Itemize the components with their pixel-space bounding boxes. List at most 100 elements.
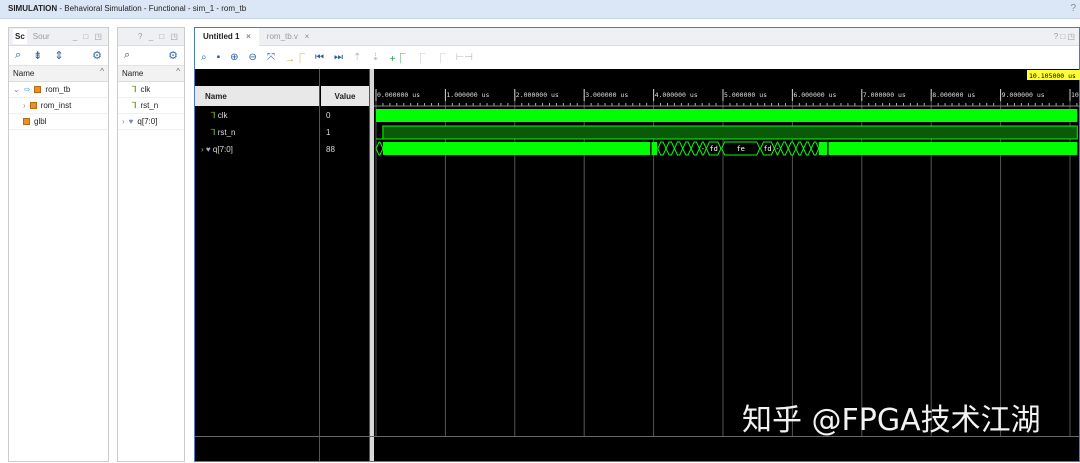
wave-toolbar: ⌕ ▪ ⊕ ⊖ ⤧ →⎾ ⏮ ⏭ ⇡ ⇣ +⎾ ⎾ ⎾ ⊢⊣: [195, 46, 1079, 68]
expander-icon[interactable]: ›: [201, 145, 204, 154]
next-marker-icon[interactable]: ⎾: [435, 53, 446, 65]
tree-item-rom-tb[interactable]: ⌄ ⇨ rom_tb: [9, 82, 108, 98]
tab-rom-tb-v[interactable]: rom_tb.v ×: [259, 28, 317, 46]
name-header[interactable]: Name: [195, 86, 319, 106]
time-tick-label: 5.000000 us: [724, 91, 767, 99]
tree-item-label: rom_tb: [45, 85, 71, 94]
wave-q-segment: [690, 141, 700, 156]
wave-q-segment: [651, 142, 658, 155]
wave-q-segment: [795, 141, 805, 156]
wave-q-segment: [818, 142, 828, 155]
time-tick-label: 8.000000 us: [932, 91, 975, 99]
wave-q-value: -: [775, 145, 779, 153]
signal-name: q[7:0]: [212, 145, 233, 154]
sort-up-icon[interactable]: ^: [176, 67, 180, 76]
tree-item-glbl[interactable]: glbl: [9, 114, 108, 130]
value-clk: 0: [326, 111, 331, 120]
value-header[interactable]: Value: [321, 86, 369, 106]
window-controls[interactable]: ? _ □ ◳: [138, 32, 180, 41]
time-tick-label: 2.000000 us: [516, 91, 559, 99]
add-marker-icon[interactable]: +⎾: [389, 53, 406, 65]
object-label: rst_n: [140, 101, 159, 110]
wave-q-segment: [721, 141, 761, 156]
signal-row-clk[interactable]: ⅂ clk: [211, 108, 227, 125]
time-tick-label: 3.000000 us: [585, 91, 628, 99]
sort-up-icon[interactable]: ^: [100, 67, 104, 76]
wave-q-segment: [828, 142, 1078, 155]
wave-q-segment: [673, 141, 684, 156]
gear-icon[interactable]: ⚙: [168, 50, 178, 62]
value-rst-n: 1: [326, 128, 331, 137]
wave-q-segment: [375, 141, 384, 156]
prev-marker-icon[interactable]: ⎾: [415, 53, 426, 65]
column-label: Name: [13, 69, 35, 78]
go-to-end-icon[interactable]: ⏭: [333, 51, 343, 63]
signal-name: rst_n: [217, 128, 236, 137]
swap-cursors-icon[interactable]: ⊢⊣: [455, 51, 473, 63]
expander-icon[interactable]: ›: [23, 101, 26, 110]
close-icon[interactable]: ×: [246, 31, 251, 41]
signal-icon: ⅂: [211, 111, 216, 120]
go-to-cursor-icon[interactable]: →⎾: [284, 53, 305, 65]
cursor-time-box: [1027, 70, 1080, 80]
time-tick-label: 9.000000 us: [1002, 91, 1045, 99]
wave-q-value: -: [701, 145, 705, 153]
time-tick-label: 4.000000 us: [655, 91, 698, 99]
prev-transition-icon[interactable]: ⇡: [352, 51, 362, 63]
column-header-name[interactable]: Name ^: [118, 66, 184, 82]
expand-all-icon[interactable]: ⇕: [54, 50, 64, 62]
collapse-all-icon[interactable]: ⇟: [33, 50, 43, 62]
object-clk[interactable]: ⅂ clk: [118, 82, 184, 98]
tab-sources[interactable]: Sour: [32, 32, 50, 41]
search-icon[interactable]: ⌕: [15, 49, 22, 61]
name-column: [195, 69, 320, 461]
gear-icon[interactable]: ⚙: [92, 50, 102, 62]
zoom-in-icon[interactable]: ⊕: [230, 51, 239, 63]
signal-row-rst-n[interactable]: ⅂ rst_n: [211, 125, 236, 142]
expander-icon[interactable]: ⌄: [13, 85, 20, 94]
object-rst-n[interactable]: ⅂ rst_n: [118, 98, 184, 114]
search-icon[interactable]: ⌕: [124, 49, 131, 61]
time-tick-label: 1.000000 us: [446, 91, 489, 99]
next-transition-icon[interactable]: ⇣: [371, 51, 380, 63]
value-q: 88: [326, 145, 335, 154]
go-to-start-icon[interactable]: ⏮: [314, 51, 324, 63]
object-q[interactable]: › ♥ q[7:0]: [118, 114, 184, 130]
bus-icon: ♥: [205, 145, 211, 154]
signal-icon: ⅂: [132, 85, 137, 94]
window-controls[interactable]: ? □ ◳: [1053, 32, 1075, 41]
zoom-out-icon[interactable]: ⊖: [248, 51, 257, 63]
zoom-fit-icon[interactable]: ⤧: [266, 51, 275, 63]
arrow-icon: ⇨: [23, 85, 31, 94]
column-header-name[interactable]: Name ^: [9, 66, 108, 82]
signal-row-q[interactable]: › ♥ q[7:0]: [201, 142, 233, 159]
wave-q-value: fe: [736, 145, 744, 153]
time-tick-label: 0.000000 us: [377, 91, 420, 99]
pane-splitter[interactable]: [370, 69, 374, 461]
wave-q-segment: [802, 141, 812, 156]
waveform-window: Untitled 1 × rom_tb.v ×? □ ◳ ⌕ ▪ ⊕ ⊖ ⤧ →⎾ ⏮ ⏭ ⇡ ⇣ +…: [194, 27, 1080, 462]
tab-scope[interactable]: Sc: [13, 29, 27, 44]
tab-untitled-1[interactable]: Untitled 1 ×: [195, 27, 259, 46]
title-bar: SIMULATION - Behavioral Simulation - Fun…: [0, 0, 1080, 19]
tab-label: rom_tb.v: [266, 31, 298, 41]
module-icon: [23, 118, 30, 125]
wave-q-segment: [780, 141, 789, 156]
bus-icon: ♥: [128, 117, 134, 126]
title-text: - Behavioral Simulation - Functional - s…: [57, 4, 247, 13]
tree-item-rom-inst[interactable]: › rom_inst: [9, 98, 108, 114]
help-icon[interactable]: ?: [1070, 3, 1076, 14]
tree-item-label: glbl: [34, 117, 47, 126]
search-icon[interactable]: ⌕: [201, 51, 207, 63]
save-icon[interactable]: ▪: [216, 51, 221, 63]
waveform-canvas[interactable]: 0.000000 us 1.000000 us 2.000000 us 3.00000…: [374, 69, 1080, 463]
window-controls[interactable]: _ □ ◳: [72, 32, 104, 41]
waveform-area[interactable]: Name Value ⅂ clk ⅂ rst_n › ♥ q[7:0] 0 1 …: [195, 69, 1080, 463]
expander-icon[interactable]: ›: [122, 117, 125, 126]
wave-q-segment: [382, 142, 651, 155]
wave-q-segment: [665, 141, 675, 156]
wave-q-segment: [682, 141, 692, 156]
close-icon[interactable]: ×: [304, 31, 310, 41]
time-tick-label: 6.000000 us: [793, 91, 836, 99]
wave-q-segment: [810, 141, 820, 156]
